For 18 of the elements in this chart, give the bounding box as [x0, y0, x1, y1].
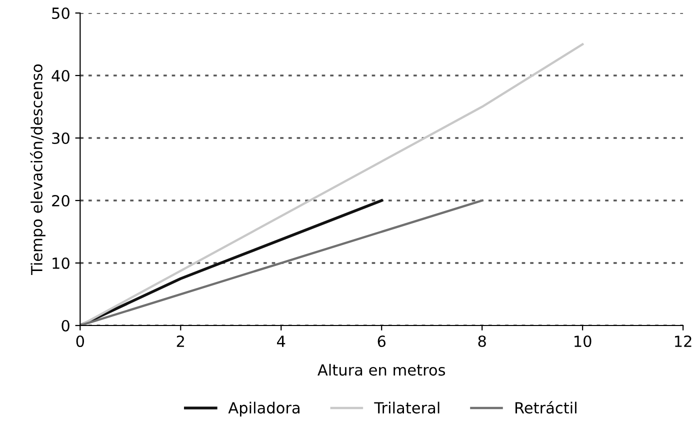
- y-tick-label: 40: [52, 70, 70, 82]
- x-tick-label: 12: [675, 335, 692, 347]
- y-tick-label: 50: [52, 7, 70, 20]
- x-tick-label: 10: [574, 335, 592, 348]
- x-tick-label: 4: [277, 336, 286, 347]
- y-tick-label: 10: [52, 257, 70, 270]
- y-tick-label: 30: [52, 132, 70, 144]
- legend-label: Trilateral: [374, 402, 440, 414]
- y-tick-label: 0: [62, 320, 70, 332]
- x-tick-label: 0: [76, 335, 84, 348]
- x-tick-label: 6: [378, 335, 386, 348]
- y-tick-label: 20: [52, 194, 70, 207]
- x-tick-label: 2: [176, 335, 184, 347]
- legend-label: Apiladora: [228, 402, 300, 417]
- y-axis-title: Tiempo elevación/descenso: [30, 64, 46, 276]
- legend-label: Retráctil: [516, 401, 576, 414]
- x-axis-title: Altura en metros: [318, 364, 446, 376]
- x-tick-label: 8: [478, 335, 486, 348]
